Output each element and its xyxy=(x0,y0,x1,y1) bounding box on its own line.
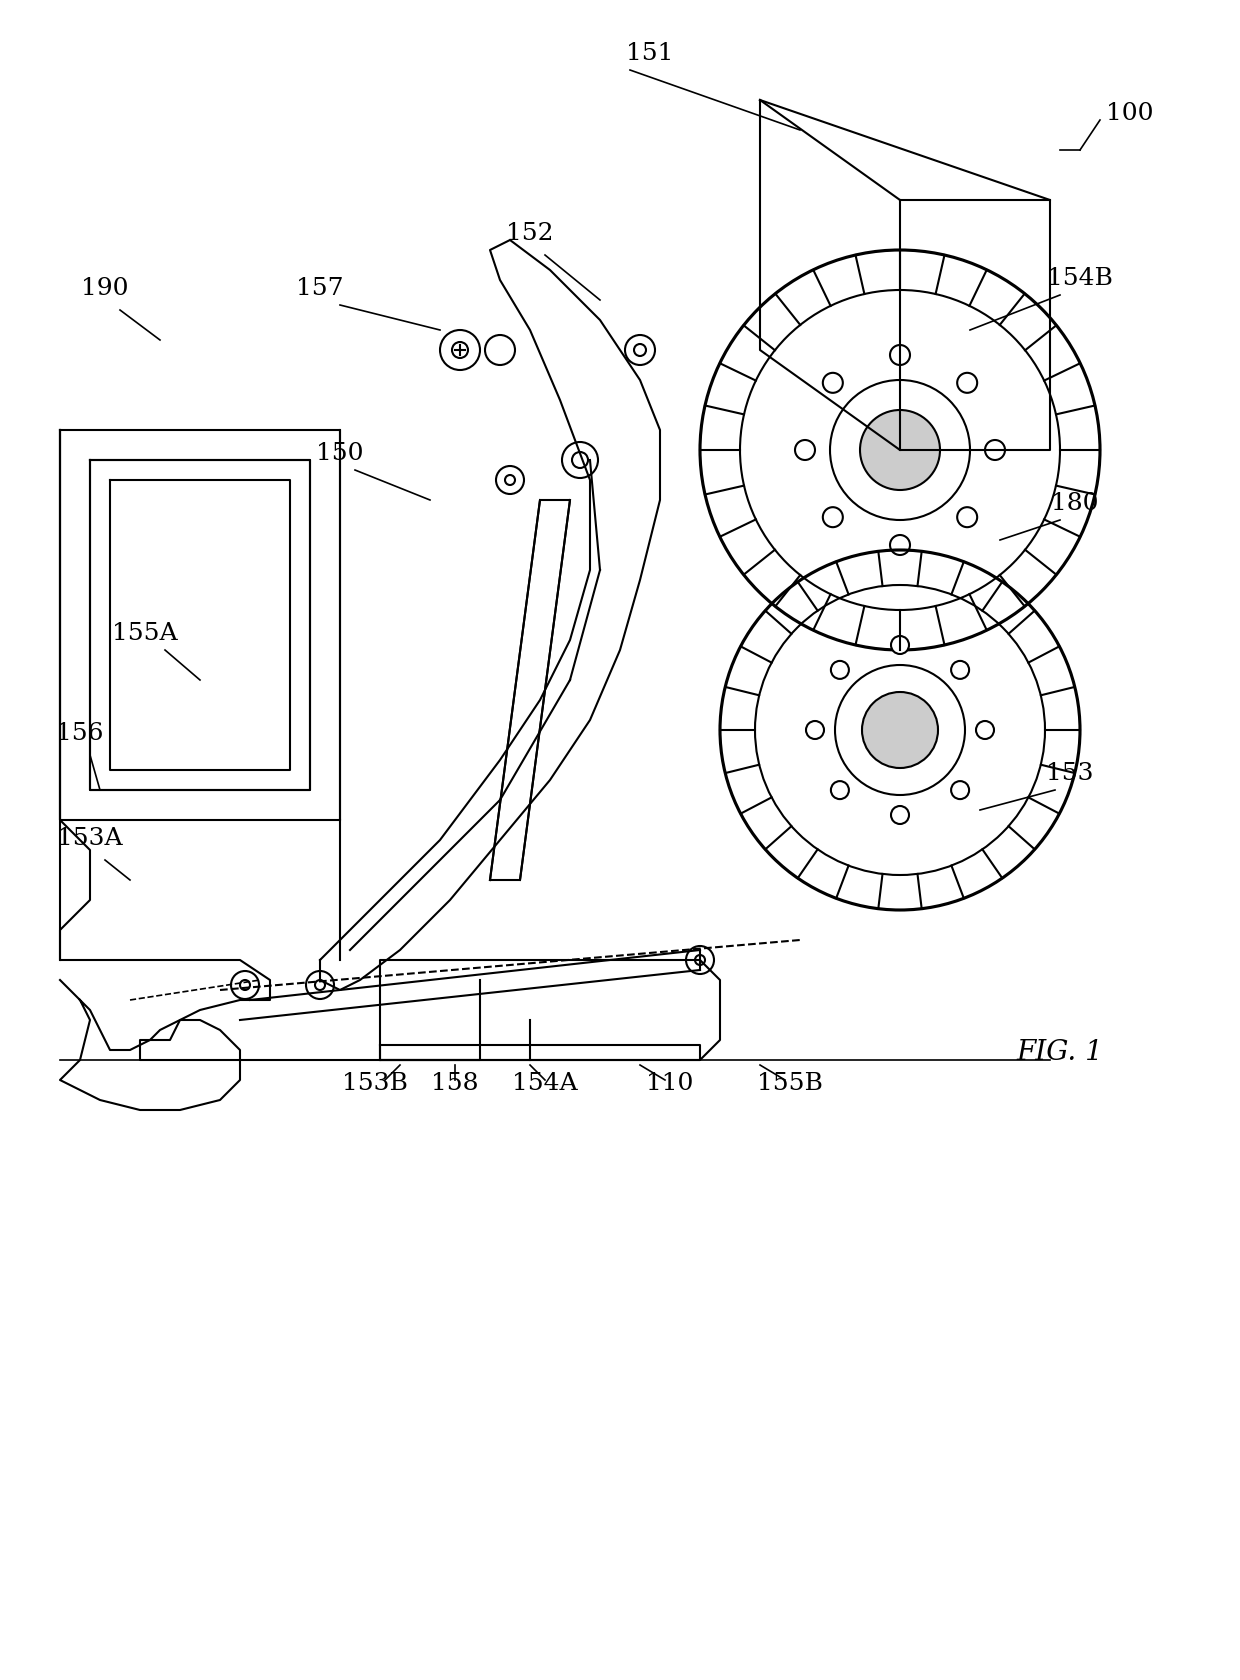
Circle shape xyxy=(892,637,909,654)
Circle shape xyxy=(505,475,515,486)
Circle shape xyxy=(951,660,970,679)
Text: 152: 152 xyxy=(506,222,554,245)
Circle shape xyxy=(951,781,970,800)
Circle shape xyxy=(957,507,977,528)
Text: 153A: 153A xyxy=(57,827,123,850)
Text: 155B: 155B xyxy=(758,1072,823,1095)
Text: 156: 156 xyxy=(56,722,104,744)
Circle shape xyxy=(976,721,994,739)
Text: 150: 150 xyxy=(316,442,363,465)
Circle shape xyxy=(572,452,588,469)
Circle shape xyxy=(823,373,843,393)
Circle shape xyxy=(862,692,937,768)
Text: 190: 190 xyxy=(82,277,129,301)
Circle shape xyxy=(985,440,1004,460)
Text: 157: 157 xyxy=(296,277,343,301)
Circle shape xyxy=(831,660,849,679)
Circle shape xyxy=(890,534,910,554)
Text: 158: 158 xyxy=(432,1072,479,1095)
Circle shape xyxy=(694,954,706,964)
Circle shape xyxy=(882,442,898,459)
Circle shape xyxy=(315,979,325,990)
Circle shape xyxy=(957,373,977,393)
Text: 153B: 153B xyxy=(342,1072,408,1095)
Circle shape xyxy=(831,781,849,800)
Circle shape xyxy=(892,806,909,823)
Text: FIG. 1: FIG. 1 xyxy=(1017,1038,1104,1067)
Text: 154B: 154B xyxy=(1047,267,1114,291)
Circle shape xyxy=(795,440,815,460)
Circle shape xyxy=(861,410,940,491)
Circle shape xyxy=(890,344,910,365)
Circle shape xyxy=(634,344,646,356)
Text: 155A: 155A xyxy=(112,622,177,645)
Text: 153: 153 xyxy=(1047,763,1094,785)
Circle shape xyxy=(806,721,825,739)
Text: 151: 151 xyxy=(626,42,673,66)
Text: 154A: 154A xyxy=(512,1072,578,1095)
Circle shape xyxy=(241,979,250,990)
Text: 100: 100 xyxy=(1106,102,1153,124)
Circle shape xyxy=(823,507,843,528)
Text: 110: 110 xyxy=(646,1072,693,1095)
Text: 180: 180 xyxy=(1052,492,1099,516)
